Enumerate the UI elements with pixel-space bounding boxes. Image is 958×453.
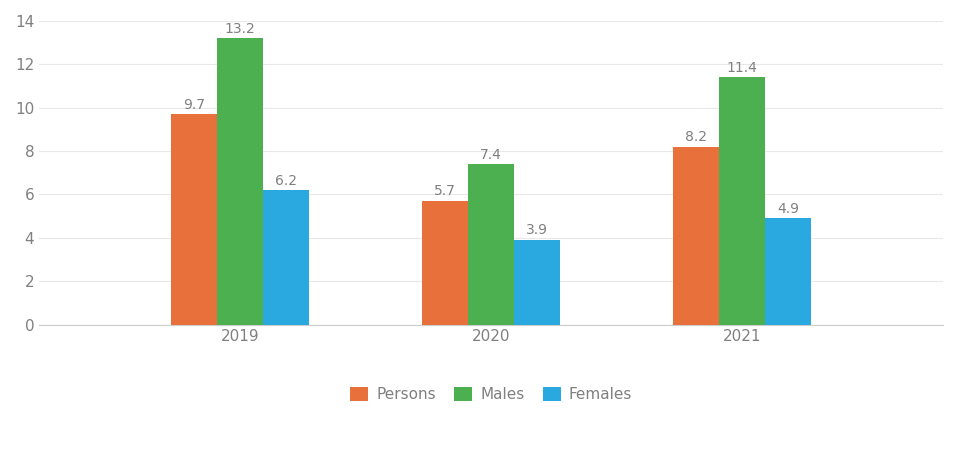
Bar: [514, 240, 560, 325]
Bar: [171, 114, 217, 325]
Text: 13.2: 13.2: [224, 22, 256, 36]
Bar: [673, 147, 719, 325]
Text: 7.4: 7.4: [480, 148, 502, 162]
Bar: [719, 77, 765, 325]
Text: 5.7: 5.7: [434, 184, 456, 198]
Text: 4.9: 4.9: [777, 202, 799, 216]
Text: 11.4: 11.4: [727, 61, 758, 75]
Bar: [765, 218, 811, 325]
Bar: [263, 190, 309, 325]
Bar: [422, 201, 468, 325]
Text: 6.2: 6.2: [275, 173, 297, 188]
Text: 9.7: 9.7: [183, 98, 205, 111]
Text: 3.9: 3.9: [526, 223, 548, 237]
Legend: Persons, Males, Females: Persons, Males, Females: [344, 381, 638, 408]
Text: 8.2: 8.2: [685, 130, 707, 144]
Bar: [217, 39, 263, 325]
Bar: [468, 164, 514, 325]
